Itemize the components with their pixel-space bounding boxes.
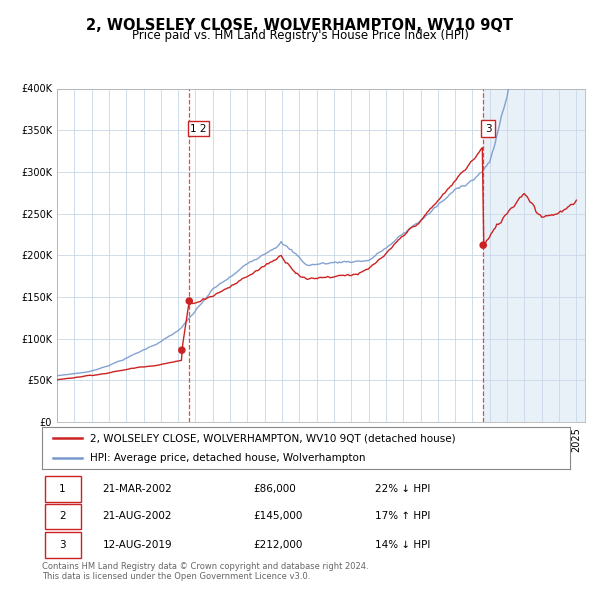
Text: 3: 3 [485,123,491,133]
Text: 2, WOLSELEY CLOSE, WOLVERHAMPTON, WV10 9QT: 2, WOLSELEY CLOSE, WOLVERHAMPTON, WV10 9… [86,18,514,32]
Text: 2: 2 [59,512,66,522]
Text: Contains HM Land Registry data © Crown copyright and database right 2024.
This d: Contains HM Land Registry data © Crown c… [42,562,368,581]
Text: £86,000: £86,000 [253,484,296,494]
Text: 1: 1 [59,484,66,494]
Bar [483,88,585,422]
Text: 12-AUG-2019: 12-AUG-2019 [103,540,172,550]
FancyBboxPatch shape [44,476,80,502]
Text: 2, WOLSELEY CLOSE, WOLVERHAMPTON, WV10 9QT (detached house): 2, WOLSELEY CLOSE, WOLVERHAMPTON, WV10 9… [89,433,455,443]
Text: 17% ↑ HPI: 17% ↑ HPI [374,512,430,522]
Text: 3: 3 [59,540,66,550]
Text: 1 2: 1 2 [190,123,206,133]
Text: £212,000: £212,000 [253,540,302,550]
FancyBboxPatch shape [44,532,80,558]
Text: 21-AUG-2002: 21-AUG-2002 [103,512,172,522]
Text: 22% ↓ HPI: 22% ↓ HPI [374,484,430,494]
Text: £145,000: £145,000 [253,512,302,522]
Text: 14% ↓ HPI: 14% ↓ HPI [374,540,430,550]
Text: 21-MAR-2002: 21-MAR-2002 [103,484,172,494]
FancyBboxPatch shape [44,504,80,529]
Text: Price paid vs. HM Land Registry's House Price Index (HPI): Price paid vs. HM Land Registry's House … [131,30,469,42]
Point [177,346,187,355]
Point [184,296,194,306]
Point [478,241,488,250]
Text: HPI: Average price, detached house, Wolverhampton: HPI: Average price, detached house, Wolv… [89,453,365,463]
